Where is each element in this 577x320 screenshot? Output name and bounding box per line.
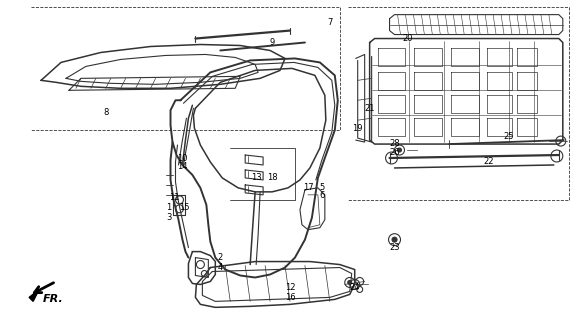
Text: 22: 22 (484, 157, 494, 166)
Text: 1: 1 (166, 203, 171, 212)
Polygon shape (29, 289, 39, 301)
Text: 4: 4 (218, 263, 223, 272)
Text: 10: 10 (177, 154, 188, 163)
Text: 7: 7 (327, 18, 332, 27)
Text: 19: 19 (353, 124, 363, 132)
Text: 26: 26 (389, 148, 400, 156)
Text: 8: 8 (103, 108, 108, 117)
Text: 20: 20 (402, 34, 413, 43)
Text: 16: 16 (284, 293, 295, 302)
Text: 6: 6 (319, 191, 324, 200)
Text: 24: 24 (350, 283, 360, 292)
Text: 3: 3 (166, 213, 171, 222)
Text: 28: 28 (389, 139, 400, 148)
Text: 21: 21 (365, 104, 375, 113)
Text: 11: 11 (169, 193, 180, 202)
Text: 13: 13 (251, 173, 261, 182)
Text: 23: 23 (389, 243, 400, 252)
Text: 5: 5 (319, 183, 324, 192)
Text: 15: 15 (179, 203, 190, 212)
Text: 2: 2 (218, 253, 223, 262)
Text: 17: 17 (302, 183, 313, 192)
Circle shape (398, 148, 402, 152)
Circle shape (348, 280, 352, 284)
Text: 9: 9 (269, 38, 275, 47)
Text: 14: 14 (177, 163, 188, 172)
Text: 12: 12 (284, 283, 295, 292)
Circle shape (392, 237, 397, 242)
Text: 25: 25 (504, 132, 514, 140)
Text: FR.: FR. (43, 294, 64, 304)
Text: 18: 18 (267, 173, 278, 182)
